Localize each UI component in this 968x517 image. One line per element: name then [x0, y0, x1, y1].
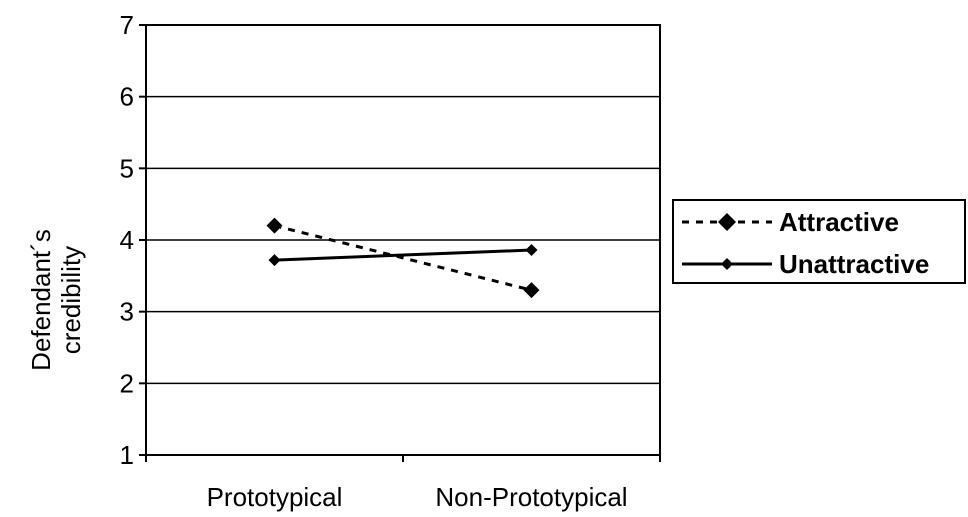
y-tick-label: 2 [120, 368, 134, 398]
legend-box [672, 199, 966, 284]
legend-swatch-marker [721, 258, 733, 270]
y-tick-label: 4 [120, 225, 134, 255]
y-tick-label: 6 [120, 82, 134, 112]
legend-item-attractive: Attractive [682, 207, 899, 237]
legend: Attractive Unattractive [672, 199, 966, 284]
x-tick-label: Prototypical [207, 482, 343, 512]
y-tick-label: 3 [120, 297, 134, 327]
series-layer [266, 217, 540, 299]
data-point [268, 254, 281, 267]
series-line [274, 224, 532, 292]
data-point [525, 244, 538, 257]
series-unattractive [268, 244, 538, 267]
data-point [266, 217, 283, 234]
y-tick-label: 1 [120, 440, 134, 470]
legend-swatch-marker [718, 213, 736, 231]
y-axis-title-line-1: Defendant´s [26, 229, 56, 371]
y-tick-label: 5 [120, 153, 134, 183]
gridlines [146, 95, 660, 385]
y-axis-title: Defendant´s credibility [26, 229, 86, 371]
x-axis-ticks: Prototypical Non-Prototypical [145, 455, 661, 512]
data-point [523, 282, 540, 299]
legend-label: Unattractive [779, 249, 929, 279]
y-tick-label: 7 [120, 10, 134, 40]
legend-label: Attractive [779, 207, 899, 237]
series-line [274, 248, 532, 262]
series-attractive [266, 217, 540, 299]
y-axis-ticks: 1 2 3 4 5 6 7 [120, 10, 146, 470]
y-axis-title-line-2: credibility [56, 246, 86, 354]
x-tick-label: Non-Prototypical [435, 482, 627, 512]
legend-item-unattractive: Unattractive [682, 249, 929, 279]
